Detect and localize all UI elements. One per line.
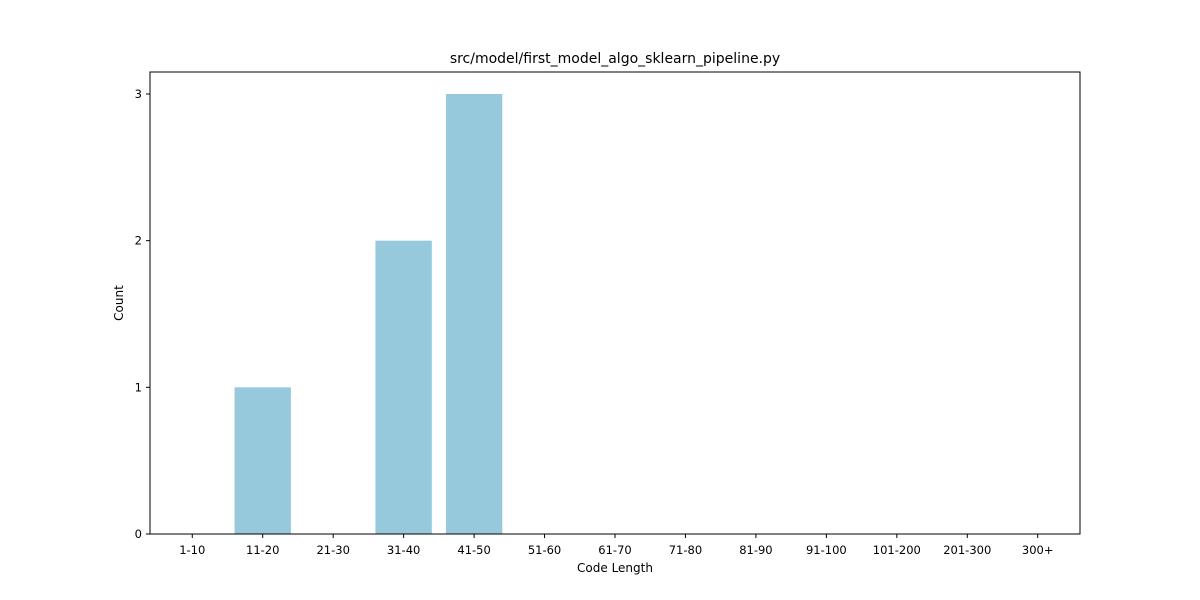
x-tick-label: 1-10 bbox=[179, 543, 205, 557]
x-tick-label: 31-40 bbox=[387, 543, 420, 557]
chart-title: src/model/first_model_algo_sklearn_pipel… bbox=[450, 51, 780, 67]
y-tick-label: 1 bbox=[135, 380, 142, 394]
x-axis-label: Code Length bbox=[577, 561, 653, 575]
x-tick-label: 91-100 bbox=[806, 543, 847, 557]
x-tick-label: 300+ bbox=[1022, 543, 1054, 557]
x-tick-label: 71-80 bbox=[669, 543, 702, 557]
bar-31-40 bbox=[375, 240, 432, 535]
x-tick-label: 11-20 bbox=[246, 543, 279, 557]
x-tick-label: 41-50 bbox=[457, 543, 490, 557]
y-axis: 0 1 2 3 bbox=[135, 87, 150, 541]
y-tick-label: 0 bbox=[135, 527, 142, 541]
x-tick-label: 101-200 bbox=[873, 543, 921, 557]
x-tick-label: 61-70 bbox=[598, 543, 631, 557]
bars-group bbox=[234, 94, 503, 535]
x-axis: 1-10 11-20 21-30 31-40 41-50 51-60 61-70 71-80 8… bbox=[179, 534, 1054, 557]
bar-41-50 bbox=[445, 94, 503, 534]
y-tick-label: 2 bbox=[135, 234, 142, 248]
y-tick-label: 3 bbox=[135, 87, 142, 101]
x-tick-label: 21-30 bbox=[316, 543, 349, 557]
x-tick-label: 81-90 bbox=[739, 543, 772, 557]
x-tick-label: 201-300 bbox=[943, 543, 991, 557]
bar-11-20 bbox=[234, 387, 291, 534]
x-tick-label: 51-60 bbox=[528, 543, 561, 557]
y-axis-label: Count bbox=[112, 285, 126, 321]
